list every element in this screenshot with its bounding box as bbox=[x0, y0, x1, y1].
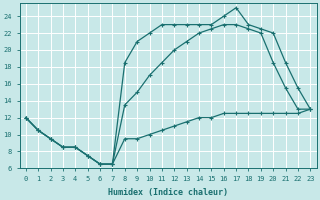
X-axis label: Humidex (Indice chaleur): Humidex (Indice chaleur) bbox=[108, 188, 228, 197]
